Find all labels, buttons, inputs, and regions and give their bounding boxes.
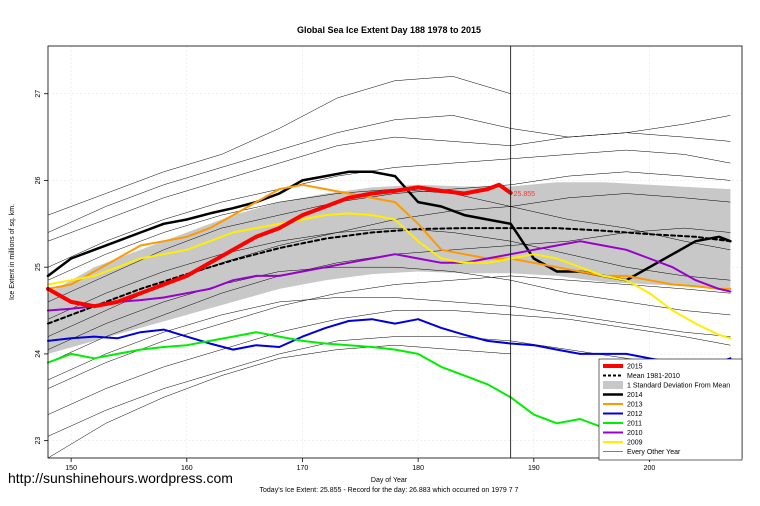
other-year-line-2 — [47, 149, 731, 268]
series-line-s2015 — [46, 182, 513, 309]
other-year-line-9 — [47, 344, 511, 459]
std-dev-band — [48, 182, 731, 354]
other-year-line-13 — [47, 266, 731, 350]
other-year-line-6 — [47, 275, 731, 389]
legend-label-band: 1 Standard Deviation From Mean — [627, 383, 730, 390]
legend: 2015 Mean 1981-2010 1 Standard Deviation F… — [598, 358, 743, 461]
y-tick-label-27: 27 — [35, 90, 42, 98]
y-tick-label-25: 25 — [35, 263, 42, 271]
x-tick-label-170: 170 — [297, 465, 309, 472]
legend-label-s2010: 2010 — [627, 430, 643, 437]
x-tick-label-180: 180 — [412, 465, 424, 472]
series-line-s2010 — [47, 240, 732, 312]
series-line-s2013 — [47, 183, 732, 290]
legend-label-s2011: 2011 — [627, 421, 642, 428]
x-axis-title: Day of Year — [371, 477, 408, 484]
series-line-s2012 — [47, 318, 732, 366]
series-line-s2009 — [47, 212, 732, 340]
x-tick-label-200: 200 — [644, 465, 656, 472]
plot-border — [47, 45, 743, 459]
x-axis: 150 160 170 180 190 200 — [65, 458, 655, 472]
legend-label-mean: Mean 1981-2010 — [627, 373, 680, 380]
footer-note: Today's Ice Extent: 25.855 - Record for … — [260, 487, 519, 494]
other-year-line-7 — [47, 310, 731, 415]
legend-box — [598, 358, 743, 461]
x-tick-label-160: 160 — [181, 465, 193, 472]
legend-label-s2013: 2013 — [627, 402, 643, 409]
legend-label-s2009: 2009 — [627, 440, 643, 447]
y-tick-label-23: 23 — [35, 437, 42, 445]
series-line-mean — [47, 227, 732, 325]
y-axis: 23 24 25 26 27 — [35, 90, 48, 445]
legend-label-s2014: 2014 — [627, 392, 643, 399]
x-tick-label-150: 150 — [65, 465, 77, 472]
other-year-line-8 — [47, 336, 731, 437]
other-year-line-12 — [47, 227, 731, 320]
std-dev-band-layer — [48, 182, 731, 354]
legend-swatch-band — [603, 381, 623, 389]
today-value-label: 25.855 — [514, 191, 536, 198]
other-year-line-14 — [47, 297, 731, 381]
legend-label-s2012: 2012 — [627, 411, 643, 418]
chart-title: Global Sea Ice Extent Day 188 1978 to 20… — [297, 25, 481, 35]
y-axis-title: Ice Extent in millions of sq. km. — [9, 204, 16, 300]
legend-label-s2015: 2015 — [627, 364, 643, 371]
other-year-line-0 — [47, 76, 511, 216]
x-tick-label-190: 190 — [528, 465, 540, 472]
other-year-line-10 — [47, 115, 731, 233]
legend-label-other: Every Other Year — [627, 449, 681, 456]
watermark-url: http://sunshinehours.wordpress.com — [8, 470, 233, 486]
other-year-line-3 — [47, 171, 731, 303]
y-tick-label-26: 26 — [35, 176, 42, 184]
y-tick-label-24: 24 — [35, 350, 42, 358]
